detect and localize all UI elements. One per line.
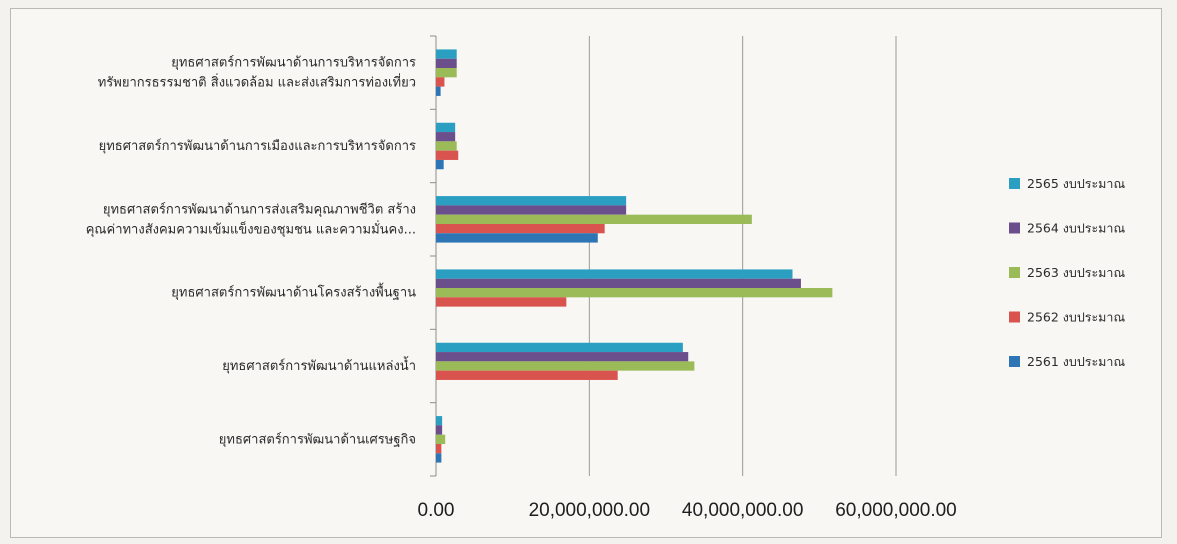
- bar: [436, 297, 567, 307]
- bar: [436, 370, 618, 380]
- bar: [436, 453, 442, 463]
- bar: [436, 342, 683, 353]
- category-label: ยุทธศาสตร์การพัฒนาด้านเศรษฐกิจ: [219, 431, 416, 447]
- legend-swatch: [1009, 356, 1020, 367]
- bar: [436, 86, 441, 96]
- x-tick-label: 40,000,000.00: [682, 500, 804, 521]
- category-label: ยุทธศาสตร์การพัฒนาด้านการส่งเสริมคุณภาพช…: [103, 201, 416, 217]
- bar: [436, 214, 752, 224]
- bar: [436, 132, 456, 142]
- bar: [436, 269, 793, 279]
- legend-label: 2563 งบประมาณ: [1027, 265, 1125, 280]
- bar: [436, 196, 627, 206]
- legend-label: 2561 งบประมาณ: [1027, 354, 1125, 369]
- bar: [436, 223, 605, 234]
- x-tick-label: 0.00: [418, 500, 455, 521]
- bar: [436, 150, 459, 160]
- category-label: ยุทธศาสตร์การพัฒนาด้านการบริหารจัดการ: [171, 55, 416, 71]
- legend-label: 2565 งบประมาณ: [1027, 176, 1125, 191]
- bar: [436, 233, 598, 243]
- category-label: ยุทธศาสตร์การพัฒนาด้านโครงสร้างพื้นฐาน: [171, 283, 416, 301]
- x-tick-label: 20,000,000.00: [529, 500, 651, 521]
- legend-label: 2562 งบประมาณ: [1027, 310, 1125, 325]
- bar: [436, 77, 445, 87]
- bar: [436, 68, 457, 78]
- legend-swatch: [1009, 178, 1020, 189]
- bar: [436, 361, 695, 371]
- bar: [436, 278, 801, 289]
- bar: [436, 443, 442, 454]
- category-label: ยุทธศาสตร์การพัฒนาด้านแหล่งน้ำ: [222, 356, 416, 374]
- bar: [436, 122, 456, 133]
- x-tick-label: 60,000,000.00: [835, 500, 957, 521]
- bar: [436, 288, 833, 298]
- bar: [436, 416, 443, 426]
- legend-swatch: [1009, 311, 1020, 323]
- legend-label: 2564 งบประมาณ: [1027, 221, 1125, 236]
- bar: [436, 58, 457, 69]
- bar: [436, 159, 444, 170]
- category-label: คุณค่าทางสังคมความเข้มแข็งของชุมชน และคว…: [86, 219, 416, 237]
- bar: [436, 49, 457, 59]
- legend-swatch: [1009, 267, 1020, 278]
- bar: [436, 141, 457, 151]
- category-label: ยุทธศาสตร์การพัฒนาด้านการเมืองและการบริห…: [99, 138, 416, 154]
- bar: [436, 352, 689, 362]
- category-label: ทรัพยากรธรรมชาติ สิ่งแวดล้อม และส่งเสริม…: [98, 74, 416, 91]
- bar: [436, 205, 627, 215]
- bar: [436, 434, 446, 444]
- legend-swatch: [1009, 222, 1020, 234]
- bar: [436, 425, 443, 435]
